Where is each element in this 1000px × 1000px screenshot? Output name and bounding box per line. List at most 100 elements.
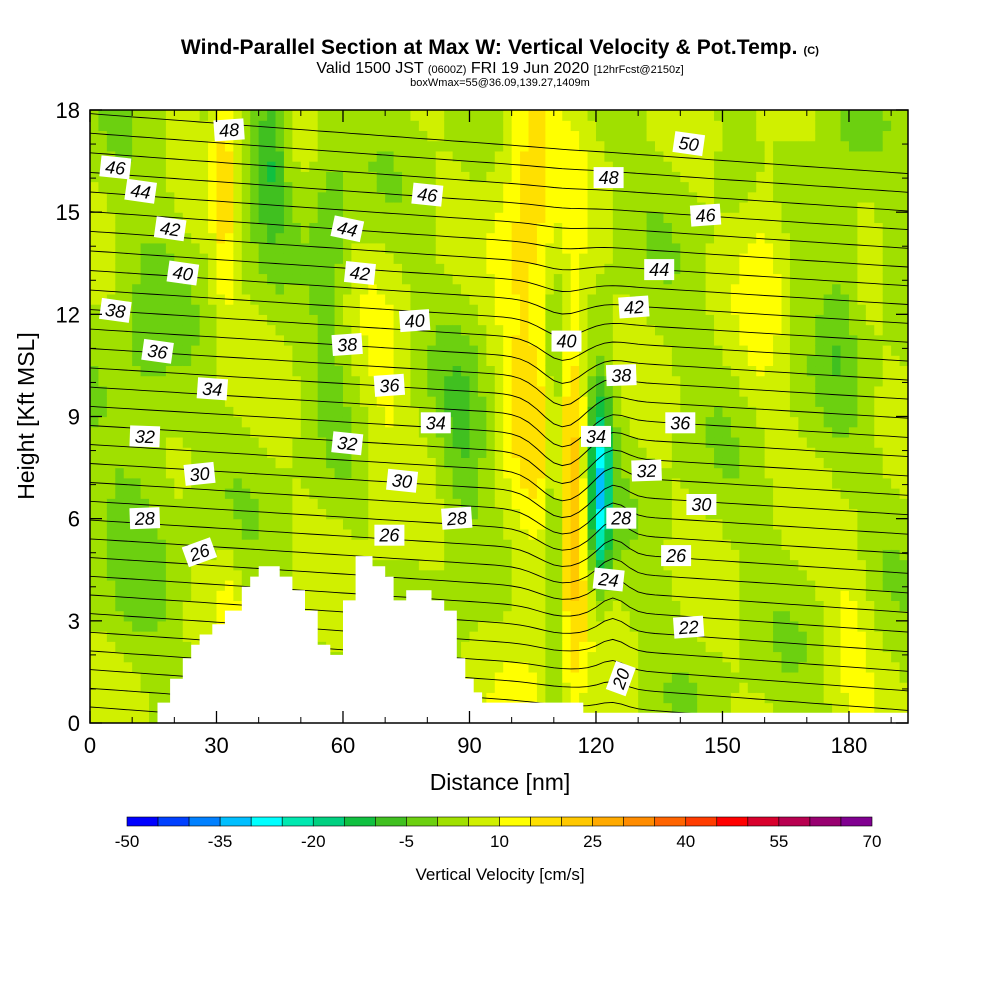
velocity-cell	[570, 692, 580, 704]
velocity-cell	[351, 161, 361, 172]
velocity-cell	[730, 610, 740, 622]
velocity-cell	[132, 242, 142, 254]
velocity-cell	[182, 498, 192, 510]
velocity-cell	[149, 651, 159, 663]
velocity-cell	[351, 539, 361, 550]
velocity-cell	[646, 161, 656, 172]
velocity-cell	[469, 263, 479, 275]
velocity-cell	[461, 120, 471, 132]
velocity-cell	[595, 344, 606, 356]
velocity-cell	[756, 253, 766, 264]
velocity-cell	[697, 447, 707, 458]
velocity-cell	[368, 232, 378, 244]
velocity-cell	[216, 590, 226, 602]
velocity-cell	[106, 631, 116, 642]
velocity-cell	[781, 406, 791, 418]
velocity-cell	[241, 355, 251, 367]
velocity-cell	[98, 334, 108, 346]
velocity-cell	[680, 222, 690, 234]
velocity-cell	[520, 150, 530, 162]
velocity-cell	[233, 283, 243, 295]
velocity-cell	[638, 406, 648, 418]
velocity-cell	[250, 191, 260, 203]
velocity-cell	[663, 467, 673, 479]
velocity-cell	[233, 110, 243, 121]
velocity-cell	[174, 467, 184, 479]
velocity-cell	[199, 355, 209, 367]
velocity-cell	[140, 498, 150, 510]
velocity-cell	[208, 365, 218, 377]
velocity-cell	[115, 355, 125, 367]
velocity-cell	[773, 283, 783, 295]
velocity-cell	[115, 283, 125, 295]
velocity-cell	[773, 661, 783, 673]
velocity-cell	[90, 518, 100, 530]
velocity-cell	[132, 355, 142, 367]
velocity-cell	[528, 518, 538, 530]
velocity-cell	[376, 263, 386, 275]
velocity-cell	[494, 253, 504, 264]
velocity-cell	[216, 232, 226, 244]
velocity-cell	[671, 222, 681, 234]
velocity-cell	[486, 641, 496, 653]
velocity-cell	[233, 375, 243, 387]
velocity-cell	[595, 406, 606, 418]
velocity-cell	[342, 396, 353, 407]
velocity-cell	[418, 110, 428, 121]
velocity-cell	[494, 110, 504, 121]
velocity-cell	[123, 549, 133, 561]
velocity-cell	[174, 365, 184, 377]
velocity-cell	[469, 324, 479, 336]
velocity-cell	[224, 181, 234, 193]
velocity-cell	[756, 518, 766, 530]
velocity-cell	[579, 498, 589, 510]
velocity-cell	[444, 283, 454, 295]
velocity-cell	[655, 488, 665, 499]
velocity-cell	[359, 477, 369, 489]
velocity-cell	[604, 242, 614, 254]
velocity-cell	[714, 181, 724, 193]
velocity-cell	[469, 181, 479, 193]
velocity-cell	[621, 477, 631, 489]
velocity-cell	[241, 324, 251, 336]
velocity-cell	[300, 334, 310, 346]
velocity-cell	[410, 253, 420, 264]
velocity-cell	[528, 375, 538, 387]
velocity-cell	[697, 242, 707, 254]
velocity-cell	[393, 283, 403, 295]
velocity-cell	[326, 436, 336, 448]
velocity-cell	[756, 508, 766, 520]
velocity-cell	[477, 263, 487, 275]
velocity-cell	[132, 324, 142, 336]
velocity-cell	[199, 293, 209, 305]
velocity-cell	[149, 120, 159, 132]
velocity-cell	[292, 436, 302, 448]
velocity-cell	[292, 416, 302, 428]
velocity-cell	[595, 355, 606, 367]
velocity-cell	[275, 549, 285, 561]
velocity-cell	[680, 528, 690, 540]
velocity-cell	[764, 283, 774, 295]
velocity-cell	[452, 263, 462, 275]
velocity-cell	[326, 273, 336, 285]
velocity-cell	[123, 539, 133, 550]
velocity-cell	[680, 641, 690, 653]
velocity-cell	[258, 181, 268, 193]
velocity-cell	[638, 355, 648, 367]
velocity-cell	[258, 273, 268, 285]
velocity-cell	[545, 406, 555, 418]
velocity-cell	[671, 702, 681, 714]
velocity-cell	[182, 631, 192, 642]
velocity-cell	[149, 682, 159, 693]
velocity-cell	[376, 110, 386, 121]
velocity-cell	[317, 477, 327, 489]
velocity-cell	[587, 150, 597, 162]
velocity-cell	[376, 344, 386, 356]
velocity-cell	[385, 416, 395, 428]
velocity-cell	[351, 355, 361, 367]
velocity-cell	[182, 222, 192, 234]
velocity-cell	[224, 396, 234, 407]
velocity-cell	[106, 549, 116, 561]
velocity-cell	[730, 293, 740, 305]
velocity-cell	[714, 426, 724, 438]
